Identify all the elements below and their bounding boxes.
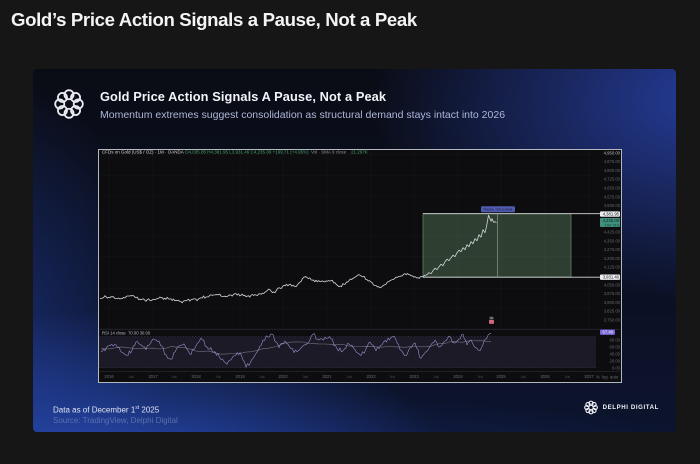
svg-text:2027: 2027 bbox=[584, 374, 594, 379]
svg-text:Jul: Jul bbox=[302, 374, 307, 379]
svg-text:4,950.00: 4,950.00 bbox=[604, 150, 620, 155]
svg-text:4,500.00: 4,500.00 bbox=[604, 203, 620, 208]
svg-text:2026: 2026 bbox=[540, 374, 550, 379]
svg-text:Jul: Jul bbox=[259, 374, 264, 379]
svg-text:4,800.00: 4,800.00 bbox=[604, 168, 620, 173]
svg-text:Jul: Jul bbox=[389, 374, 394, 379]
svg-text:19d 21h: 19d 21h bbox=[605, 222, 619, 227]
svg-text:auto: auto bbox=[610, 375, 619, 380]
svg-text:Jul: Jul bbox=[215, 374, 220, 379]
svg-text:4,650.00: 4,650.00 bbox=[604, 186, 620, 191]
svg-text:2018: 2018 bbox=[191, 374, 201, 379]
svg-text:2022: 2022 bbox=[366, 374, 376, 379]
svg-text:Vol · SMA 9 close: Vol · SMA 9 close bbox=[311, 150, 347, 154]
svg-text:4,425.00: 4,425.00 bbox=[604, 230, 620, 235]
svg-text:%: % bbox=[596, 375, 600, 380]
svg-text:Jul: Jul bbox=[171, 374, 176, 379]
svg-text:O4,035.85 H4,381.95 L3,931.46: O4,035.85 H4,381.95 L3,931.46 C4,235.09 … bbox=[185, 150, 309, 154]
svg-text:2023: 2023 bbox=[409, 374, 419, 379]
svg-text:4,350.00: 4,350.00 bbox=[604, 238, 620, 243]
svg-text:4,381.95: 4,381.95 bbox=[603, 212, 620, 217]
svg-text:4,875.00: 4,875.00 bbox=[604, 159, 620, 164]
svg-text:Jul: Jul bbox=[128, 374, 133, 379]
svg-text:Jul: Jul bbox=[520, 374, 525, 379]
svg-text:3,900.00: 3,900.00 bbox=[604, 300, 620, 305]
svg-text:20.00: 20.00 bbox=[610, 358, 620, 363]
svg-text:4,275.00: 4,275.00 bbox=[604, 247, 620, 252]
svg-text:0.00: 0.00 bbox=[612, 365, 620, 370]
svg-text:log: log bbox=[602, 375, 608, 380]
svg-text:CFDs on Gold (US$ / OZ) · 1M ·: CFDs on Gold (US$ / OZ) · 1M · OANDA bbox=[102, 150, 184, 154]
svg-text:4,235.09: 4,235.09 bbox=[603, 218, 620, 223]
svg-text:4,200.00: 4,200.00 bbox=[604, 256, 620, 261]
svg-text:2020: 2020 bbox=[278, 374, 288, 379]
svg-text:Pause, not a peak: Pause, not a peak bbox=[484, 208, 513, 212]
svg-text:67.49: 67.49 bbox=[603, 330, 614, 335]
svg-text:3,975.00: 3,975.00 bbox=[604, 291, 620, 296]
svg-text:3,825.00: 3,825.00 bbox=[604, 309, 620, 314]
svg-text:2017: 2017 bbox=[148, 374, 158, 379]
svg-text:4,050.00: 4,050.00 bbox=[604, 282, 620, 287]
svg-text:80.00: 80.00 bbox=[610, 337, 620, 342]
svg-text:2019: 2019 bbox=[235, 374, 245, 379]
svg-text:2021: 2021 bbox=[322, 374, 332, 379]
svg-text:4,575.00: 4,575.00 bbox=[604, 194, 620, 199]
svg-text:4,725.00: 4,725.00 bbox=[604, 177, 620, 182]
svg-text:Jul: Jul bbox=[433, 374, 438, 379]
svg-text:21.297K: 21.297K bbox=[351, 150, 368, 154]
svg-text:Jul: Jul bbox=[564, 374, 569, 379]
svg-text:3,750.00: 3,750.00 bbox=[604, 318, 620, 323]
svg-text:40.00: 40.00 bbox=[610, 351, 620, 356]
svg-text:60.00: 60.00 bbox=[610, 344, 620, 349]
svg-text:2016: 2016 bbox=[104, 374, 114, 379]
svg-text:Jul: Jul bbox=[346, 374, 351, 379]
svg-text:2025: 2025 bbox=[496, 374, 506, 379]
svg-text:2024: 2024 bbox=[453, 374, 463, 379]
svg-text:RSI 14 close 70.00 30.00: RSI 14 close 70.00 30.00 bbox=[102, 331, 151, 336]
svg-text:3,931.46: 3,931.46 bbox=[603, 275, 620, 280]
svg-text:4,125.00: 4,125.00 bbox=[604, 265, 620, 270]
svg-text:Jul: Jul bbox=[477, 374, 482, 379]
